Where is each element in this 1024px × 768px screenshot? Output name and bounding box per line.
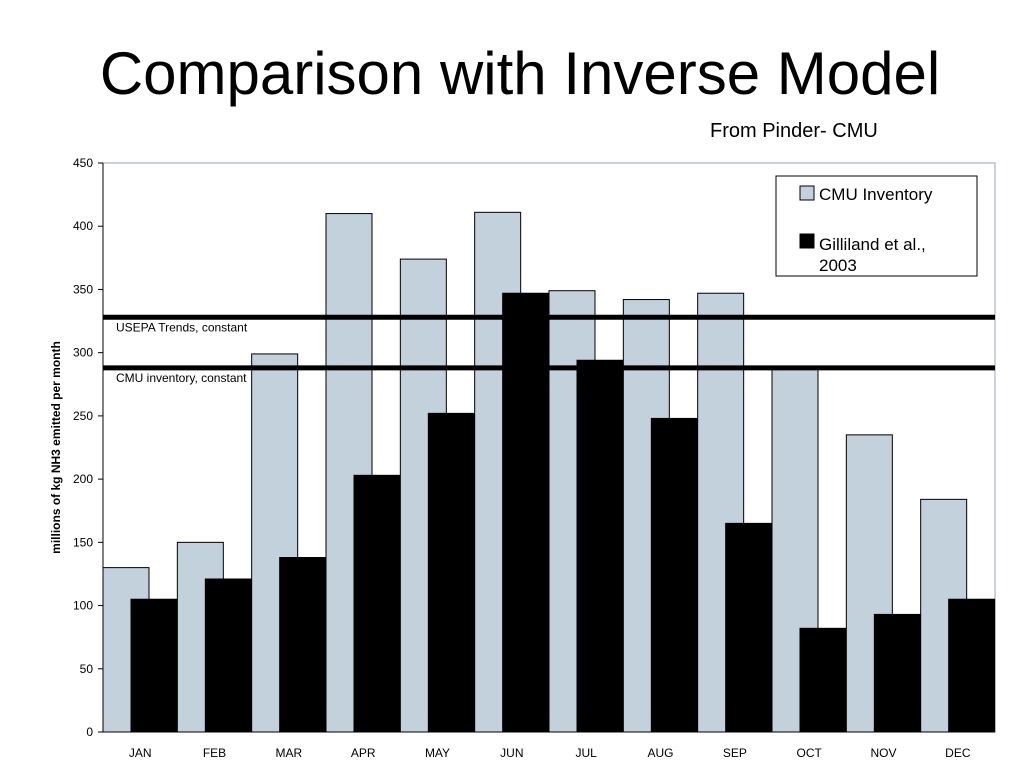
legend-label-gilliland-1: Gilliland et al., — [819, 235, 926, 254]
y-tick-label: 200 — [73, 472, 93, 486]
reference-lines: USEPA Trends, constant CMU inventory, con… — [103, 314, 995, 385]
bar-gilliland — [799, 627, 847, 733]
bar-gilliland — [948, 598, 996, 733]
x-tick-label: MAR — [275, 746, 302, 760]
bar-gilliland — [725, 522, 773, 733]
x-tick-label: DEC — [945, 746, 971, 760]
reference-line-label: USEPA Trends, constant — [116, 320, 248, 334]
y-tick-label: 150 — [73, 535, 93, 549]
x-tick-label: AUG — [647, 746, 673, 760]
reference-line-label: CMU inventory, constant — [116, 371, 247, 385]
bar-gilliland — [130, 598, 178, 733]
y-tick-label: 400 — [73, 219, 93, 233]
bar-gilliland — [873, 613, 921, 733]
y-axis-label: millions of kg NH3 emitted per month — [49, 341, 63, 554]
y-tick-label: 100 — [73, 599, 93, 613]
x-tick-label: MAY — [425, 746, 450, 760]
legend-label-cmu: CMU Inventory — [819, 185, 933, 204]
bar-gilliland — [353, 474, 401, 733]
x-tick-label: NOV — [870, 746, 896, 760]
legend: CMU Inventory Gilliland et al., 2003 — [775, 175, 978, 277]
legend-swatch-cmu — [799, 185, 815, 201]
y-tick-label: 300 — [73, 346, 93, 360]
x-tick-label: OCT — [796, 746, 822, 760]
bar-gilliland — [204, 578, 252, 733]
x-tick-label: JAN — [129, 746, 152, 760]
source-note: From Pinder- CMU — [710, 120, 878, 142]
bar-gilliland — [427, 412, 475, 733]
page-title: Comparison with Inverse Model — [99, 40, 941, 107]
x-tick-label: FEB — [203, 746, 226, 760]
y-tick-label: 350 — [73, 282, 93, 296]
y-tick-label: 50 — [80, 662, 94, 676]
bar-gilliland — [502, 292, 550, 733]
bar-gilliland — [650, 417, 698, 733]
x-tick-label: JUL — [575, 746, 597, 760]
legend-label-gilliland-2: 2003 — [819, 256, 857, 275]
bar-gilliland — [279, 557, 327, 733]
x-axis: JAN FEB MAR APR MAY JUN JUL AUG SEP OCT NOV DEC — [103, 731, 995, 760]
x-tick-label: JUN — [500, 746, 523, 760]
y-tick-label: 250 — [73, 409, 93, 423]
legend-swatch-gilliland — [799, 233, 815, 249]
x-tick-label: APR — [351, 746, 376, 760]
x-tick-label: SEP — [723, 746, 747, 760]
bar-gilliland — [576, 359, 624, 733]
bar-cmu-inventory — [845, 434, 893, 733]
y-tick-label: 0 — [86, 725, 93, 739]
y-axis: 0 50 100 150 200 250 300 350 400 450 millions of k… — [49, 156, 104, 739]
y-tick-label: 450 — [73, 156, 93, 170]
